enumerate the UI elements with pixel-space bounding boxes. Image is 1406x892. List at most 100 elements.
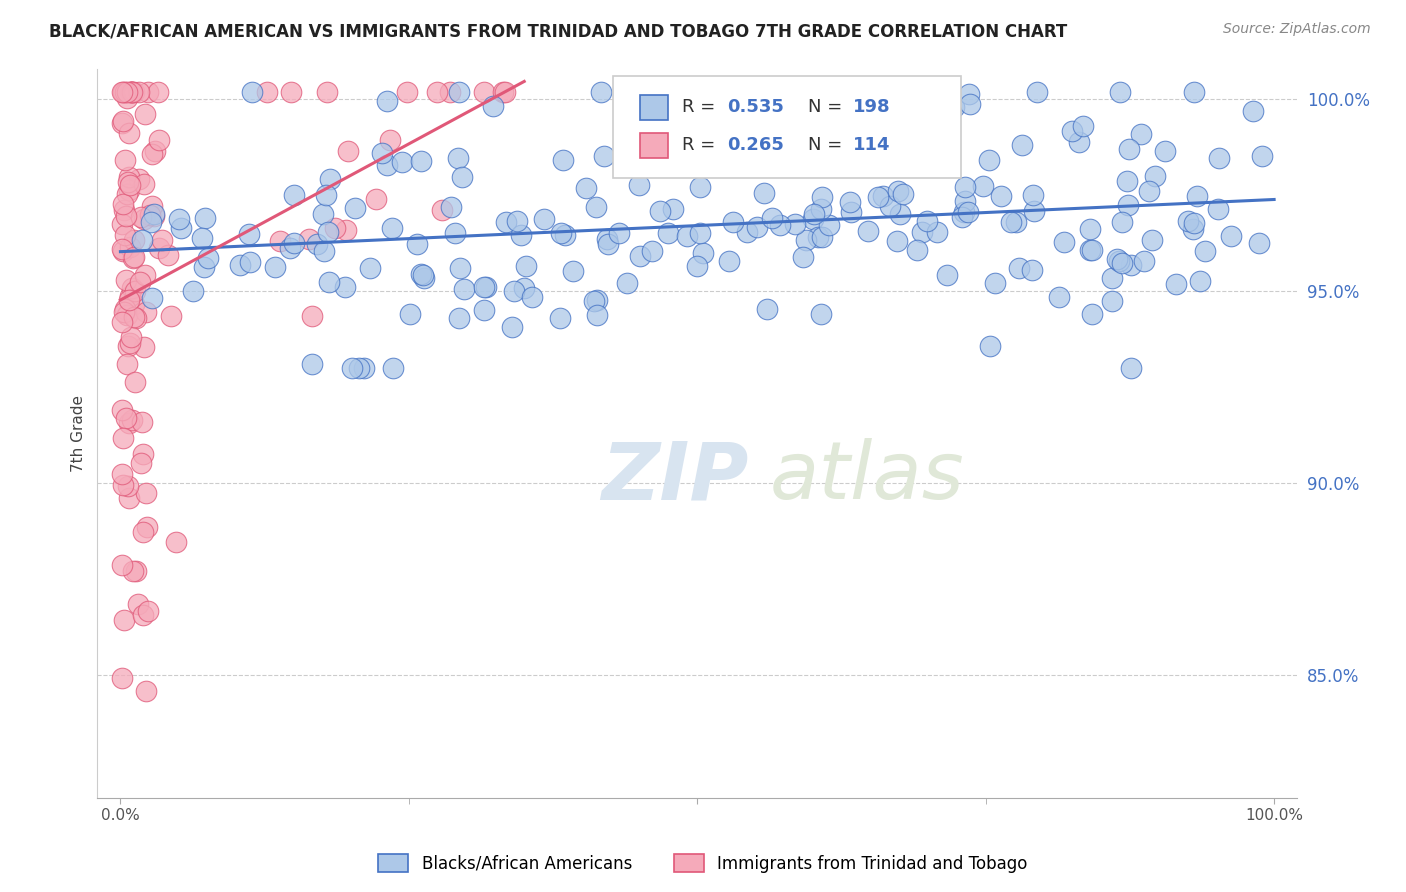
Point bbox=[440, 200, 463, 214]
Point bbox=[132, 524, 155, 539]
Text: 198: 198 bbox=[853, 98, 891, 116]
Point bbox=[115, 187, 138, 202]
Point bbox=[132, 608, 155, 623]
Point bbox=[886, 235, 908, 249]
Point bbox=[792, 250, 814, 264]
Point bbox=[112, 613, 135, 627]
Point bbox=[342, 361, 364, 376]
Point bbox=[229, 259, 252, 273]
Point bbox=[915, 214, 938, 228]
Point bbox=[112, 431, 135, 445]
Point bbox=[315, 187, 337, 202]
Point bbox=[121, 413, 143, 427]
Point bbox=[278, 241, 301, 255]
Point bbox=[943, 100, 966, 114]
Point bbox=[662, 202, 685, 216]
Point bbox=[124, 85, 146, 99]
Point bbox=[125, 564, 148, 578]
Point bbox=[810, 306, 832, 320]
Point bbox=[866, 190, 889, 204]
Point bbox=[115, 91, 138, 105]
Point bbox=[872, 189, 894, 203]
Point bbox=[501, 320, 523, 334]
Point bbox=[347, 361, 370, 376]
Point bbox=[124, 376, 146, 390]
Point bbox=[150, 233, 173, 247]
Point bbox=[145, 145, 167, 159]
Point bbox=[114, 85, 136, 99]
Point bbox=[783, 218, 806, 232]
Point bbox=[353, 361, 375, 376]
Point bbox=[1078, 221, 1101, 235]
Point bbox=[197, 251, 219, 265]
Text: 0.535: 0.535 bbox=[727, 98, 785, 116]
Point bbox=[121, 280, 143, 294]
Point bbox=[627, 178, 650, 193]
Point bbox=[122, 297, 145, 311]
Point bbox=[128, 85, 150, 99]
Point bbox=[1067, 135, 1090, 149]
Point bbox=[648, 203, 671, 218]
Point bbox=[586, 293, 609, 308]
Point bbox=[1194, 244, 1216, 258]
Point bbox=[139, 215, 162, 229]
Point bbox=[312, 207, 335, 221]
Point bbox=[769, 218, 792, 232]
Point bbox=[396, 85, 419, 99]
Point bbox=[449, 261, 471, 276]
Point bbox=[238, 227, 260, 241]
Point bbox=[810, 189, 832, 203]
Point bbox=[298, 232, 321, 246]
Point bbox=[1047, 290, 1070, 304]
Point bbox=[129, 276, 152, 290]
Point bbox=[1021, 263, 1043, 277]
Point bbox=[381, 221, 404, 235]
Point bbox=[474, 85, 496, 99]
Point bbox=[453, 281, 475, 295]
Point bbox=[1108, 254, 1130, 268]
Point bbox=[134, 268, 156, 282]
Point bbox=[1121, 361, 1143, 376]
Point bbox=[112, 244, 135, 258]
Point bbox=[411, 153, 433, 168]
Text: Source: ZipAtlas.com: Source: ZipAtlas.com bbox=[1223, 22, 1371, 37]
Point bbox=[953, 179, 976, 194]
Point bbox=[562, 264, 585, 278]
Point bbox=[533, 211, 555, 226]
Point bbox=[1251, 149, 1274, 163]
Point bbox=[905, 123, 928, 137]
Point bbox=[283, 236, 305, 251]
Point bbox=[318, 172, 340, 186]
Point bbox=[979, 339, 1001, 353]
Point bbox=[925, 225, 948, 239]
Point bbox=[794, 233, 817, 247]
Text: N =: N = bbox=[807, 98, 848, 116]
Point bbox=[110, 242, 132, 256]
Point bbox=[990, 189, 1012, 203]
Point bbox=[717, 253, 740, 268]
Point bbox=[450, 170, 472, 185]
Point bbox=[513, 281, 536, 295]
Point bbox=[120, 85, 142, 99]
Point bbox=[409, 267, 432, 281]
Point bbox=[628, 249, 651, 263]
Point bbox=[972, 179, 994, 194]
Point bbox=[118, 293, 141, 307]
Point bbox=[148, 241, 170, 255]
Point bbox=[283, 188, 305, 202]
Text: R =: R = bbox=[682, 98, 721, 116]
Point bbox=[110, 467, 132, 481]
FancyBboxPatch shape bbox=[613, 76, 962, 178]
Legend: Blacks/African Americans, Immigrants from Trinidad and Tobago: Blacks/African Americans, Immigrants fro… bbox=[371, 847, 1035, 880]
Point bbox=[905, 244, 928, 258]
Point bbox=[121, 85, 143, 99]
Point bbox=[686, 259, 709, 273]
Point bbox=[115, 85, 138, 99]
Point bbox=[181, 284, 204, 298]
Point bbox=[953, 204, 976, 219]
Point bbox=[148, 133, 170, 147]
Point bbox=[129, 456, 152, 470]
Point bbox=[1109, 85, 1132, 99]
Point bbox=[492, 85, 515, 99]
Point bbox=[159, 309, 181, 323]
